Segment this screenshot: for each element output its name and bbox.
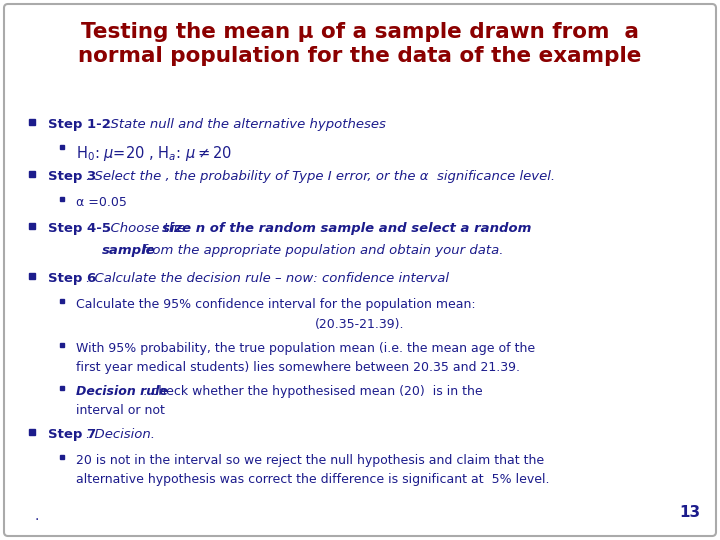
Text: Testing the mean μ of a sample drawn from  a
normal population for the data of t: Testing the mean μ of a sample drawn fro…: [78, 22, 642, 66]
Text: interval or not: interval or not: [76, 404, 165, 417]
Text: With 95% probability, the true population mean (i.e. the mean age of the: With 95% probability, the true populatio…: [76, 342, 535, 355]
Text: . State null and the alternative hypotheses: . State null and the alternative hypothe…: [102, 118, 386, 131]
Text: size n of the random sample and select a random: size n of the random sample and select a…: [162, 222, 531, 235]
Text: Calculate the 95% confidence interval for the population mean:: Calculate the 95% confidence interval fo…: [76, 298, 476, 311]
Text: Step 7: Step 7: [48, 428, 96, 441]
Text: . Select the , the probability of Type I error, or the α  significance level.: . Select the , the probability of Type I…: [86, 170, 555, 183]
Text: Step 6: Step 6: [48, 272, 96, 285]
Text: . Decision.: . Decision.: [86, 428, 155, 441]
Text: Decision rule: Decision rule: [76, 385, 168, 398]
Text: sample: sample: [102, 244, 156, 257]
FancyBboxPatch shape: [4, 4, 716, 536]
Text: (20.35-21.39).: (20.35-21.39).: [315, 318, 405, 331]
Text: first year medical students) lies somewhere between 20.35 and 21.39.: first year medical students) lies somewh…: [76, 361, 520, 374]
Text: α =0.05: α =0.05: [76, 196, 127, 209]
Text: : check whether the hypothesised mean (20)  is in the: : check whether the hypothesised mean (2…: [143, 385, 482, 398]
Text: alternative hypothesis was correct the difference is significant at  5% level.: alternative hypothesis was correct the d…: [76, 473, 549, 486]
Text: Step 4-5: Step 4-5: [48, 222, 111, 235]
Text: 20 is not in the interval so we reject the null hypothesis and claim that the: 20 is not in the interval so we reject t…: [76, 454, 544, 467]
Text: .: .: [35, 509, 40, 523]
Text: Step 1-2: Step 1-2: [48, 118, 111, 131]
Text: from the appropriate population and obtain your data.: from the appropriate population and obta…: [138, 244, 503, 257]
Text: H$_0$: $\mu$=20 , H$_a$: $\mu$$\neq$20: H$_0$: $\mu$=20 , H$_a$: $\mu$$\neq$20: [76, 144, 233, 163]
Text: Step 3: Step 3: [48, 170, 96, 183]
Text: . Calculate the decision rule – now: confidence interval: . Calculate the decision rule – now: con…: [86, 272, 449, 285]
Text: 13: 13: [679, 505, 700, 520]
Text: . Choose the: . Choose the: [102, 222, 189, 235]
